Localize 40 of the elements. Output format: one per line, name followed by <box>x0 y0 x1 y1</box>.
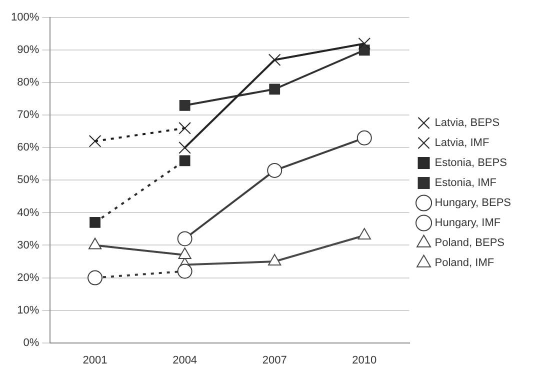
point <box>178 122 191 134</box>
point <box>268 54 281 66</box>
legend-label: Estonia, BEPS <box>434 157 507 170</box>
point <box>267 162 282 178</box>
legend-label: Hungary, IMF <box>434 217 501 230</box>
point <box>179 155 190 166</box>
point <box>358 37 371 50</box>
y-tick-label: 60% <box>17 142 40 154</box>
legend-label: Latvia, BEPS <box>434 117 500 130</box>
point <box>269 84 280 95</box>
point <box>90 217 100 228</box>
x-tick-label: 2007 <box>262 354 287 366</box>
y-tick-label: 40% <box>17 206 40 219</box>
point <box>178 142 191 154</box>
point <box>177 264 192 279</box>
y-tick-label: 0% <box>23 336 40 349</box>
point <box>88 135 102 148</box>
legend-label: Latvia, IMF <box>434 137 490 150</box>
point <box>177 231 192 246</box>
y-tick-label: 50% <box>17 174 40 186</box>
legend-label: Estonia, IMF <box>434 177 497 190</box>
legend-label: Poland, IMF <box>434 257 494 270</box>
point <box>358 44 370 56</box>
point <box>268 254 282 266</box>
y-tick-label: 10% <box>17 304 40 316</box>
y-tick-label: 70% <box>17 109 40 122</box>
x-tick-label: 2001 <box>82 354 108 366</box>
point <box>179 100 190 111</box>
y-tick-label: 20% <box>17 272 40 284</box>
y-tick-label: 90% <box>17 44 40 56</box>
y-tick-label: 80% <box>17 76 40 89</box>
point <box>88 270 103 286</box>
x-tick-label: 2010 <box>352 354 377 366</box>
legend-label: Poland, BEPS <box>434 237 504 250</box>
y-tick-label: 30% <box>17 239 40 252</box>
y-tick-label: 100% <box>10 12 40 24</box>
legend-label: Hungary, BEPS <box>434 197 512 210</box>
point <box>358 228 371 240</box>
x-tick-label: 2004 <box>172 354 198 366</box>
point <box>356 130 372 146</box>
